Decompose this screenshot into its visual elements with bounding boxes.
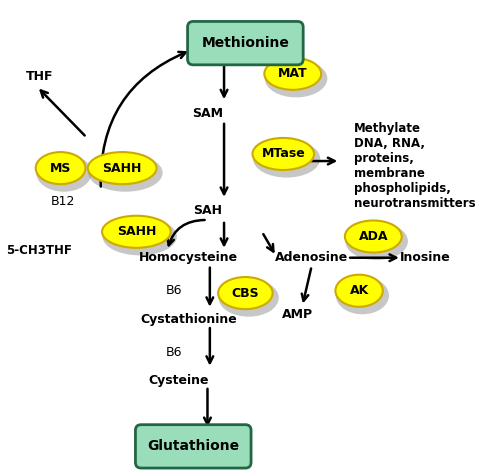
Ellipse shape (218, 277, 272, 309)
Ellipse shape (102, 218, 177, 255)
Ellipse shape (336, 277, 389, 315)
Text: B6: B6 (166, 346, 182, 359)
Text: SAH: SAH (193, 204, 222, 217)
Ellipse shape (36, 152, 86, 184)
Text: Methylate
DNA, RNA,
proteins,
membrane
phospholipids,
neurotransmitters: Methylate DNA, RNA, proteins, membrane p… (354, 122, 476, 210)
Text: Methionine: Methionine (202, 36, 290, 50)
Text: MS: MS (50, 162, 72, 175)
Text: AMP: AMP (282, 308, 313, 321)
Text: CBS: CBS (232, 287, 259, 299)
Text: 5-CH3THF: 5-CH3THF (6, 244, 72, 257)
Ellipse shape (346, 222, 408, 260)
Text: ADA: ADA (358, 230, 388, 243)
Ellipse shape (102, 216, 170, 248)
Text: Adenosine: Adenosine (275, 251, 348, 264)
Ellipse shape (88, 154, 162, 192)
Text: SAHH: SAHH (116, 225, 156, 238)
Ellipse shape (336, 275, 383, 307)
Text: MTase: MTase (262, 148, 305, 160)
Ellipse shape (36, 154, 92, 192)
Text: Homocysteine: Homocysteine (139, 251, 238, 264)
Text: Glutathione: Glutathione (147, 439, 240, 453)
Text: MAT: MAT (278, 67, 308, 80)
Ellipse shape (252, 138, 314, 170)
Ellipse shape (264, 58, 321, 90)
Ellipse shape (218, 279, 279, 317)
FancyBboxPatch shape (136, 425, 251, 468)
Text: THF: THF (26, 70, 53, 83)
Text: Cystathionine: Cystathionine (140, 313, 237, 325)
Ellipse shape (345, 220, 402, 253)
Text: Inosine: Inosine (400, 251, 451, 264)
Text: AK: AK (350, 284, 368, 297)
Text: B12: B12 (51, 194, 75, 208)
Text: SAHH: SAHH (102, 162, 142, 175)
Ellipse shape (265, 60, 328, 97)
FancyBboxPatch shape (188, 21, 303, 65)
Text: SAM: SAM (192, 107, 223, 121)
Ellipse shape (88, 152, 156, 184)
Text: B6: B6 (166, 284, 182, 297)
Text: Cysteine: Cysteine (149, 374, 210, 387)
Ellipse shape (253, 140, 320, 177)
